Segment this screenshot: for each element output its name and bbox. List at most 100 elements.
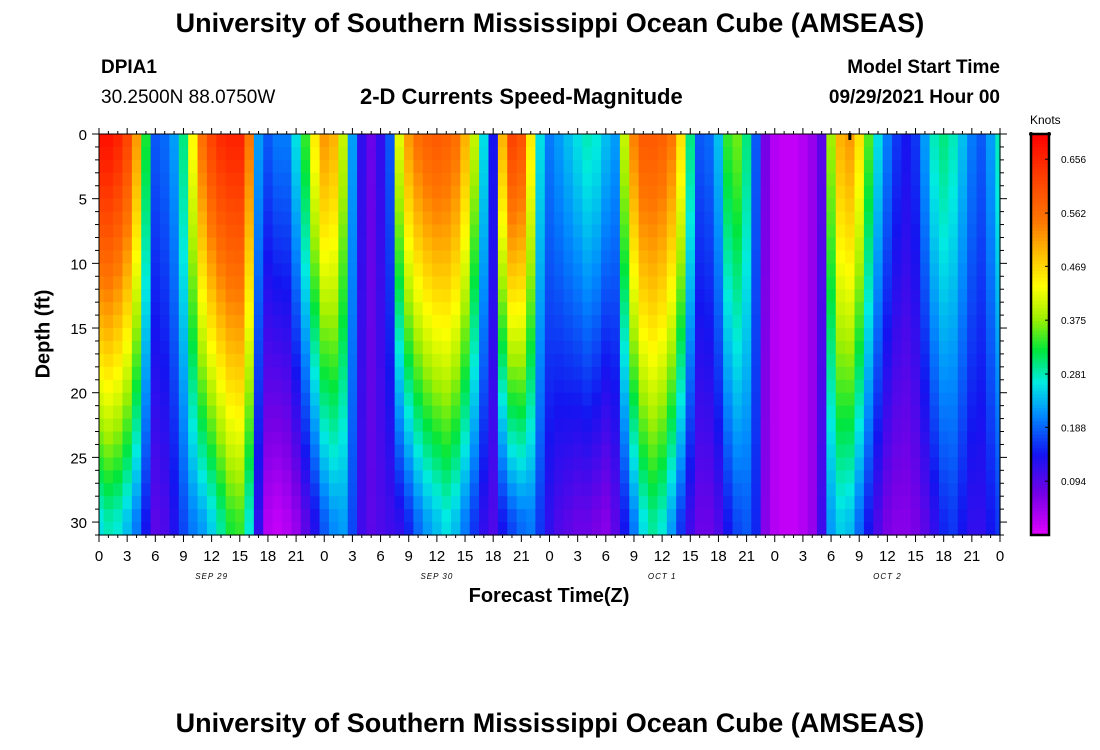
heat-cell (704, 263, 715, 277)
heat-cell (497, 353, 508, 368)
heat-cell (572, 276, 583, 290)
heat-cell (601, 392, 612, 407)
colorbar-swatch (1031, 254, 1049, 259)
y-tick-label: 10 (70, 256, 87, 273)
heat-cell (798, 392, 809, 407)
heat-cell (807, 315, 818, 329)
heat-cell (122, 340, 133, 355)
heat-cell (178, 366, 189, 381)
heat-cell (694, 237, 705, 252)
heat-cell (310, 263, 321, 277)
heat-cell (873, 185, 884, 200)
heat-cell (938, 146, 949, 161)
heat-cell (526, 289, 537, 303)
heat-cell (479, 379, 490, 394)
heat-cell (357, 353, 368, 368)
heat-cell (732, 250, 743, 264)
heat-cell (770, 211, 781, 226)
heat-cell (150, 276, 161, 290)
heat-cell (554, 483, 565, 497)
heat-cell (929, 366, 940, 381)
heat-cell (385, 444, 396, 458)
heat-cell (253, 470, 264, 484)
heat-cell (385, 522, 396, 536)
heat-cell (385, 146, 396, 161)
heat-cell (469, 224, 480, 239)
heat-cell (591, 418, 602, 433)
heat-cell (591, 353, 602, 368)
heat-cell (338, 134, 349, 148)
heat-cell (497, 496, 508, 510)
heat-cell (497, 366, 508, 381)
heat-cell (225, 418, 236, 433)
heat-cell (197, 276, 208, 290)
heat-cell (638, 509, 649, 523)
heat-cell (591, 366, 602, 381)
heat-cell (601, 353, 612, 368)
heat-cell (385, 134, 396, 148)
heat-cell (216, 198, 227, 213)
colorbar-swatch (1031, 521, 1049, 526)
heat-cell (235, 172, 246, 187)
heat-cell (347, 353, 358, 368)
heat-cell (178, 146, 189, 161)
heat-cell (469, 237, 480, 252)
heat-cell (976, 159, 987, 174)
heat-cell (375, 444, 386, 458)
heat-cell (450, 198, 461, 213)
heat-cell (554, 185, 565, 200)
heat-cell (253, 366, 264, 381)
heat-cell (892, 457, 903, 471)
heat-cell (657, 315, 668, 329)
heat-cell (225, 198, 236, 213)
heat-cell (694, 366, 705, 381)
heat-cell (206, 457, 217, 471)
heat-cell (385, 237, 396, 252)
heat-cell (591, 198, 602, 213)
heat-cell (216, 263, 227, 277)
heat-cell (300, 302, 311, 316)
heat-cell (920, 509, 931, 523)
heat-cell (488, 198, 499, 213)
heat-cell (235, 392, 246, 407)
heat-cell (404, 263, 415, 277)
heat-cell (225, 470, 236, 484)
heat-cell (694, 509, 705, 523)
heat-cell (676, 392, 687, 407)
heat-cell (648, 315, 659, 329)
heat-cell (131, 379, 142, 394)
heat-cell (723, 224, 734, 239)
heat-cell (770, 250, 781, 264)
heat-cell (835, 405, 846, 420)
heat-cell (122, 263, 133, 277)
heat-cell (751, 134, 762, 148)
heat-cell (488, 483, 499, 497)
heat-cell (694, 431, 705, 446)
heat-cell (798, 366, 809, 381)
heat-cell (413, 159, 424, 174)
colorbar-swatch (1031, 518, 1049, 523)
heat-cell (460, 366, 471, 381)
heat-cell (694, 185, 705, 200)
heat-cell (197, 522, 208, 536)
heat-cell (272, 444, 283, 458)
heat-cell (713, 302, 724, 316)
heat-cell (741, 392, 752, 407)
heat-cell (244, 431, 255, 446)
heat-cell (113, 353, 124, 368)
heat-cell (404, 444, 415, 458)
heat-cell (957, 172, 968, 187)
heat-cell (929, 315, 940, 329)
heat-cell (160, 159, 170, 174)
heat-cell (225, 340, 236, 355)
heat-cell (741, 172, 752, 187)
heat-cell (300, 250, 311, 264)
heat-cell (901, 496, 912, 510)
heat-cell (995, 418, 1001, 433)
heat-cell (357, 392, 368, 407)
heat-cell (910, 198, 921, 213)
heat-cell (779, 392, 790, 407)
heat-cell (957, 159, 968, 174)
heat-cell (413, 522, 424, 536)
